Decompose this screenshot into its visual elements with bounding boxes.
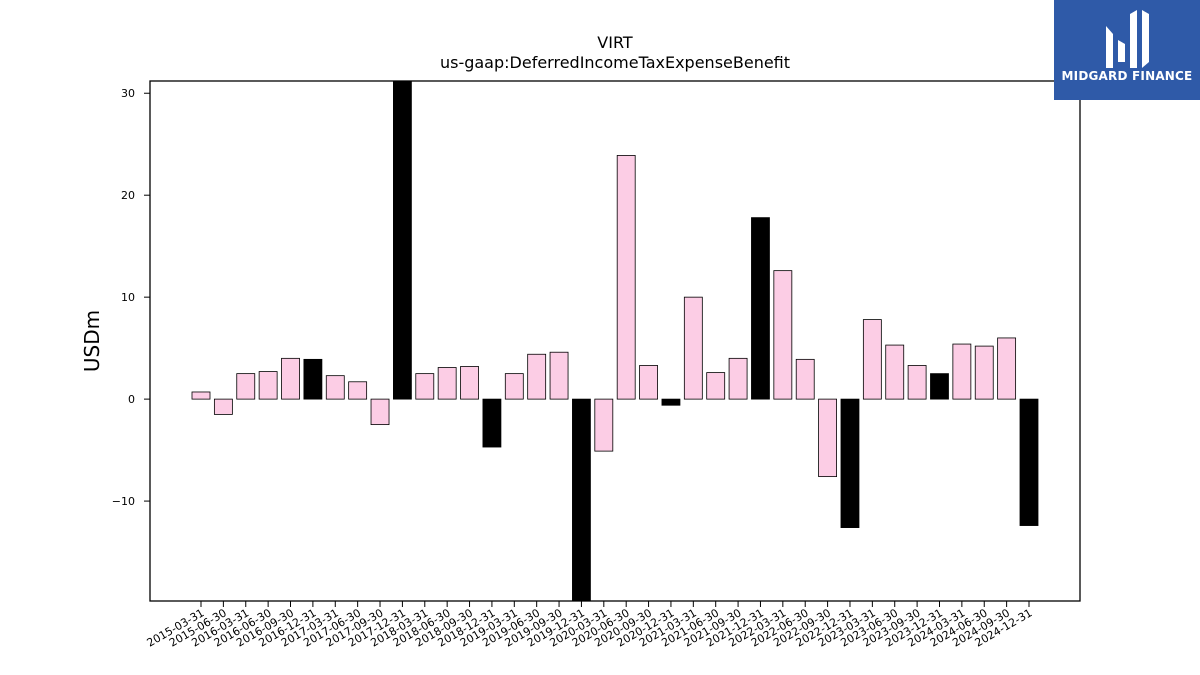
y-tick-label: 0 [128,393,135,406]
bar-2018-03-31 [415,373,435,400]
bar-2016-03-31 [236,373,256,400]
bar-2022-12-31 [840,398,860,528]
bar-2021-03-31 [683,296,703,400]
bar-2016-09-30 [281,357,300,400]
bar-2022-06-30 [795,358,815,400]
bar-2019-06-30 [527,353,547,400]
bar-2015-06-30 [213,398,233,415]
midgard-logo-icon [1106,10,1149,68]
bar-2020-09-30 [639,365,658,400]
chart-title: VIRT [597,33,633,52]
bar-2022-09-30 [818,398,837,478]
bar-2020-03-31 [594,398,614,452]
bar-2017-03-31 [325,375,345,400]
brand-logo: MIDGARD FINANCE [1054,0,1200,100]
plot-area [149,80,1081,602]
bar-2018-06-30 [437,367,457,400]
y-tick-label: 10 [121,291,135,304]
bar-2023-09-30 [907,365,927,400]
bar-2018-12-31 [482,398,502,448]
y-tick-label: 30 [121,87,135,100]
bar-2023-12-31 [930,373,949,400]
bar-2024-12-31 [1019,398,1039,526]
bar-2021-09-30 [728,357,748,400]
chart-subtitle: us-gaap:DeferredIncomeTaxExpenseBenefit [440,53,790,72]
bar-2024-03-31 [952,343,972,400]
bar-2023-03-31 [862,319,882,400]
bar-2022-03-31 [773,270,793,400]
bar-2017-09-30 [370,398,390,426]
bar-2024-06-30 [974,345,994,400]
bar-2019-09-30 [549,351,569,400]
bar-2023-06-30 [885,344,905,400]
bar-2019-12-31 [572,398,591,602]
bar-2016-12-31 [303,358,323,400]
bar-2020-12-31 [661,398,681,406]
bar-2019-03-31 [504,373,524,400]
y-axis-ticks: −10 0 10 20 30 [112,87,150,508]
bar-2017-12-31 [393,80,412,400]
brand-name: MIDGARD FINANCE [1061,69,1193,83]
bars [191,80,1039,602]
bar-2020-06-30 [616,155,636,400]
bar-2024-09-30 [997,337,1017,400]
bar-2015-03-31 [191,391,211,400]
bar-2016-06-30 [258,371,278,400]
y-tick-label: −10 [112,495,135,508]
bar-2021-06-30 [706,372,726,400]
y-axis-label: USDm [80,310,104,372]
bar-2017-06-30 [348,381,368,400]
bar-2018-09-30 [460,366,479,400]
x-axis-ticks: 2015-03-312015-06-302016-03-312016-06-30… [145,601,1035,650]
bar-2021-12-31 [751,217,770,400]
y-tick-label: 20 [121,189,135,202]
